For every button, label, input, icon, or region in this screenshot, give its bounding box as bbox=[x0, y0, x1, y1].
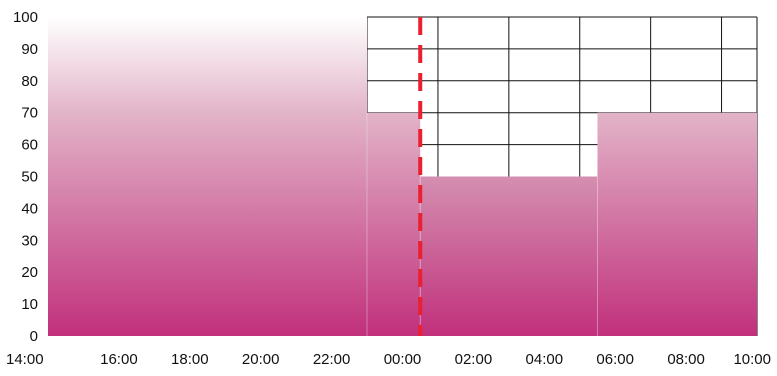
x-tick-label: 16:00 bbox=[100, 351, 138, 368]
y-tick-label: 40 bbox=[21, 200, 38, 217]
y-tick-label: 90 bbox=[21, 41, 38, 58]
x-tick-label: 22:00 bbox=[313, 351, 351, 368]
area-segment-1 bbox=[367, 112, 421, 336]
x-tick-label: 06:00 bbox=[596, 351, 634, 368]
y-tick-label: 60 bbox=[21, 137, 38, 154]
x-tick-label: 18:00 bbox=[171, 351, 209, 368]
y-tick-label: 10 bbox=[21, 296, 38, 313]
x-tick-label: 04:00 bbox=[526, 351, 564, 368]
x-tick-label: 10:00 bbox=[733, 351, 771, 368]
y-tick-label: 0 bbox=[30, 328, 38, 345]
y-tick-label: 80 bbox=[21, 73, 38, 90]
area-series bbox=[48, 17, 757, 336]
y-tick-label: 30 bbox=[21, 232, 38, 249]
x-axis: 14:00 16:00 18:00 20:00 22:00 00:00 02:00 04:00… bbox=[6, 351, 771, 368]
x-tick-label: 08:00 bbox=[667, 351, 705, 368]
area-segment-0 bbox=[48, 17, 368, 336]
x-tick-label: 00:00 bbox=[384, 351, 422, 368]
x-tick-label: 14:00 bbox=[6, 351, 44, 368]
x-tick-label: 20:00 bbox=[242, 351, 280, 368]
area-segment-2 bbox=[420, 176, 598, 336]
y-tick-label: 50 bbox=[21, 169, 38, 186]
y-axis: 0 10 20 30 40 50 60 70 80 90 100 bbox=[13, 9, 38, 345]
y-tick-label: 100 bbox=[13, 9, 38, 26]
x-tick-label: 02:00 bbox=[455, 351, 493, 368]
area-segment-3 bbox=[597, 112, 757, 336]
y-tick-label: 20 bbox=[21, 264, 38, 281]
y-tick-label: 70 bbox=[21, 105, 38, 122]
